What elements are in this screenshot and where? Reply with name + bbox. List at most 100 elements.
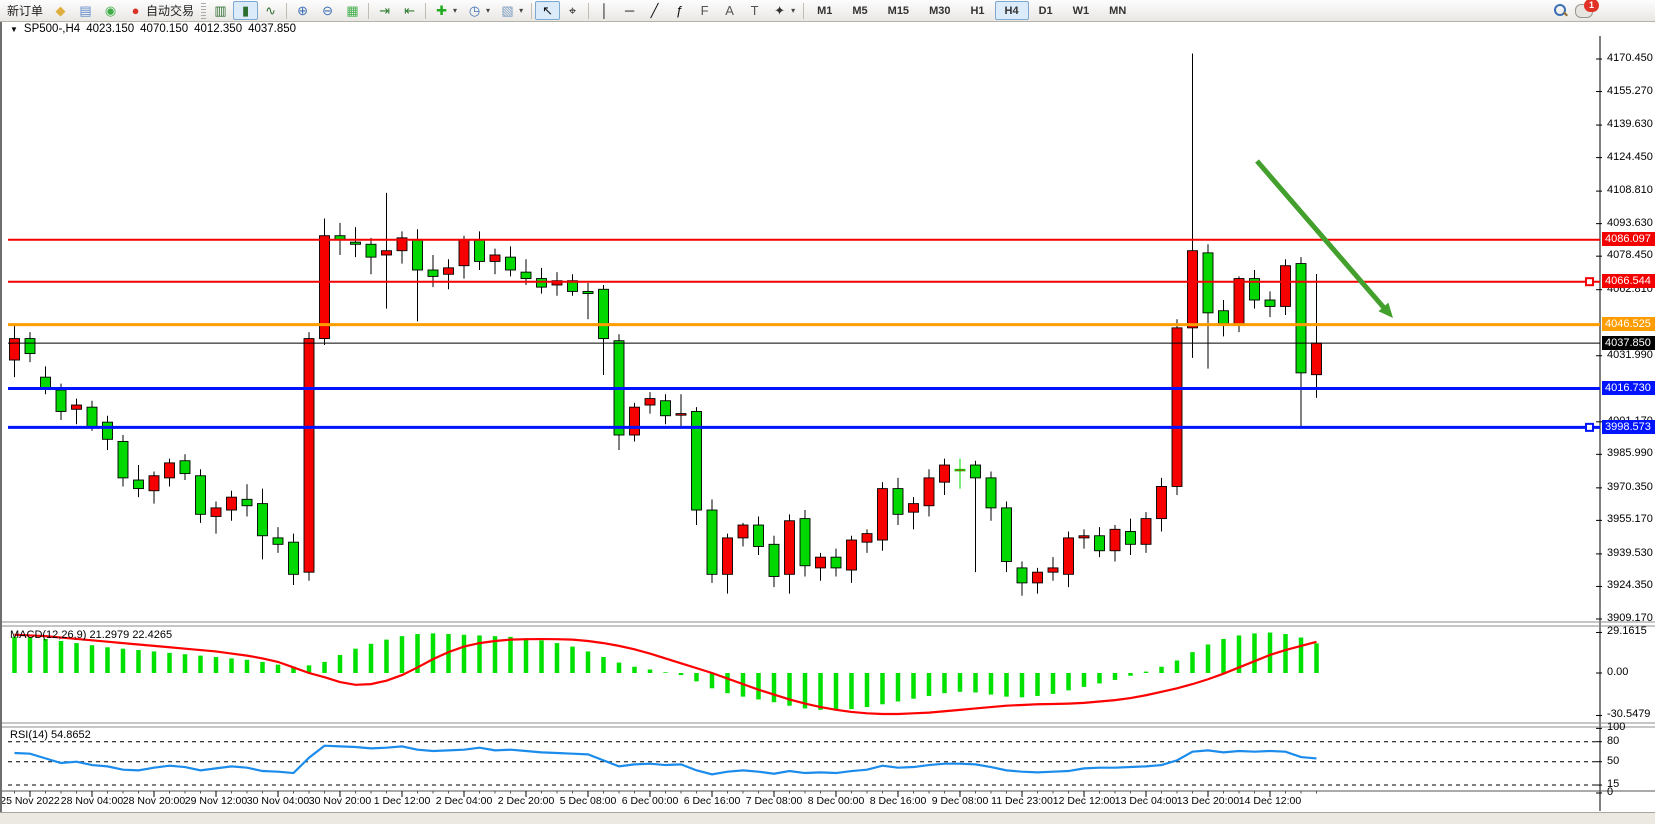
candle-body [257,503,268,537]
horizontal-line-button[interactable]: ─ [617,1,642,20]
candle-body [1311,342,1322,376]
macd-axis-label: 0.00 [1607,666,1629,678]
market-watch-button[interactable]: ▤ [73,1,98,20]
candle-body [1156,486,1167,520]
toolbar-button-label: D1 [1038,4,1053,17]
chart-close-value: 4037.850 [248,23,297,35]
candle-body [55,389,67,412]
periods-button[interactable]: ◷ ▾ [462,1,495,20]
price-tick-label: 4139.630 [1607,118,1653,131]
macd-indicator-label: MACD(12,26,9) 21.2979 22.4265 [10,629,173,641]
zoom-in-button[interactable]: ⊕ [290,1,315,20]
candle-body [1047,567,1059,573]
bar-chart-type-button[interactable]: ▥ [208,1,233,20]
text-button[interactable]: A [717,1,742,20]
candle-body [629,406,640,436]
candle-body [691,410,702,511]
candle-body [784,520,795,575]
chart-shift-button[interactable]: ⇤ [397,1,422,20]
timeframe-h1-button[interactable]: H1 [960,1,994,20]
line-chart-type-button[interactable]: ∿ [258,1,283,20]
new-order-button[interactable]: 新订单 [2,1,48,20]
equidistant-channel-button[interactable]: ƒ [667,1,692,20]
timeframe-m5-button[interactable]: M5 [842,1,877,20]
candle-body [241,498,253,507]
macd-axis-label: 29.1615 [1607,625,1647,638]
new-chart-icon: ✚ [436,3,447,18]
tile-windows-button[interactable]: ▦ [340,1,365,20]
chart-low-value: 4012.350 [194,23,243,35]
level-edit-marker [1585,422,1594,432]
crosshair-button[interactable]: ⌖ [560,1,585,20]
timeframe-m15-button[interactable]: M15 [878,1,919,20]
zoom-out-button[interactable]: ⊖ [315,1,340,20]
price-tick-label: 3909.170 [1607,611,1653,624]
rsi-axis-label: 0 [1607,786,1614,798]
toolbar-button-label: M1 [817,4,833,17]
toolbar-separator [588,2,590,19]
time-axis-label: 25 Nov 2022 [0,795,60,807]
autotrading-button[interactable]: ● 自动交易 [123,1,199,20]
rsi-indicator-label: RSI(14) 54.8652 [10,729,91,741]
toolbar-button-label: MN [1109,4,1127,17]
timeframe-d1-button[interactable]: D1 [1029,1,1063,20]
time-axis-label: 13 Dec 04:00 [1114,795,1178,807]
market-watch-icon: ▤ [79,3,92,18]
timeframe-mn-button[interactable]: MN [1099,1,1136,20]
price-level-tag: 4086.097 [1602,232,1655,247]
timeframe-m30-button[interactable]: M30 [919,1,960,20]
collapse-triangle-icon[interactable]: ▼ [10,24,18,34]
search-icon[interactable] [1554,4,1567,17]
price-level-tag: 3998.573 [1602,419,1655,434]
arrows-button[interactable]: ✦ ▾ [767,1,800,20]
candle-body [722,537,733,575]
candle-body [1264,299,1276,307]
candle-body [768,543,780,577]
candle-body [675,413,687,416]
vertical-line-button[interactable]: │ [592,1,617,20]
candlestick-chart-type-button[interactable]: ▮ [233,1,259,20]
candle-body [877,488,888,541]
price-tick-label: 3955.170 [1607,513,1653,526]
text-label-button[interactable]: T [742,1,767,20]
candle-body [443,267,454,275]
rsi-axis-label: 15 [1607,778,1620,791]
timeframe-h4-button[interactable]: H4 [994,1,1029,20]
chevron-down-icon: ▾ [791,6,796,15]
chart-open-value: 4023.150 [86,23,135,35]
candle-body [288,541,299,575]
arrows-icon: ✦ [774,3,786,18]
notifications-icon[interactable]: 1 [1575,0,1599,18]
cursor-icon: ↖ [542,3,554,18]
candle-body [458,239,470,267]
candle-body [427,269,439,277]
toolbar-button-label: M30 [929,4,951,17]
candle-body [970,464,981,479]
toolbar-button-label: 自动交易 [146,4,195,18]
toolbar-button-label: H4 [1004,4,1019,17]
timeframe-w1-button[interactable]: W1 [1063,1,1100,20]
candle-body [830,556,842,569]
templates-button[interactable]: ▧ ▾ [495,1,528,20]
scroll-to-end-button[interactable]: ⇥ [372,1,397,20]
candle-body [303,338,315,573]
trendline-button[interactable]: ╱ [642,1,667,20]
candle-body [1218,310,1229,325]
autotrading-icon: ● [131,3,140,18]
new-chart-button[interactable]: ✚ ▾ [429,1,462,20]
cursor-button[interactable]: ↖ [535,1,561,20]
fibonacci-button[interactable]: F [692,1,717,20]
timeframe-m1-button[interactable]: M1 [807,1,842,20]
candle-body [923,477,935,507]
toolbar-drag-handle[interactable] [201,2,207,19]
candle-body [210,507,222,517]
price-tick-label: 4124.450 [1607,150,1653,163]
zoom-out-icon: ⊖ [322,3,333,18]
candle-body [86,406,98,427]
sounds-button[interactable]: ◉ [98,1,123,20]
trend-arrow-shaft [1255,159,1387,311]
price-tick-label: 4031.990 [1607,348,1653,361]
gold-tag-icon-button[interactable]: ◆ [48,1,73,20]
